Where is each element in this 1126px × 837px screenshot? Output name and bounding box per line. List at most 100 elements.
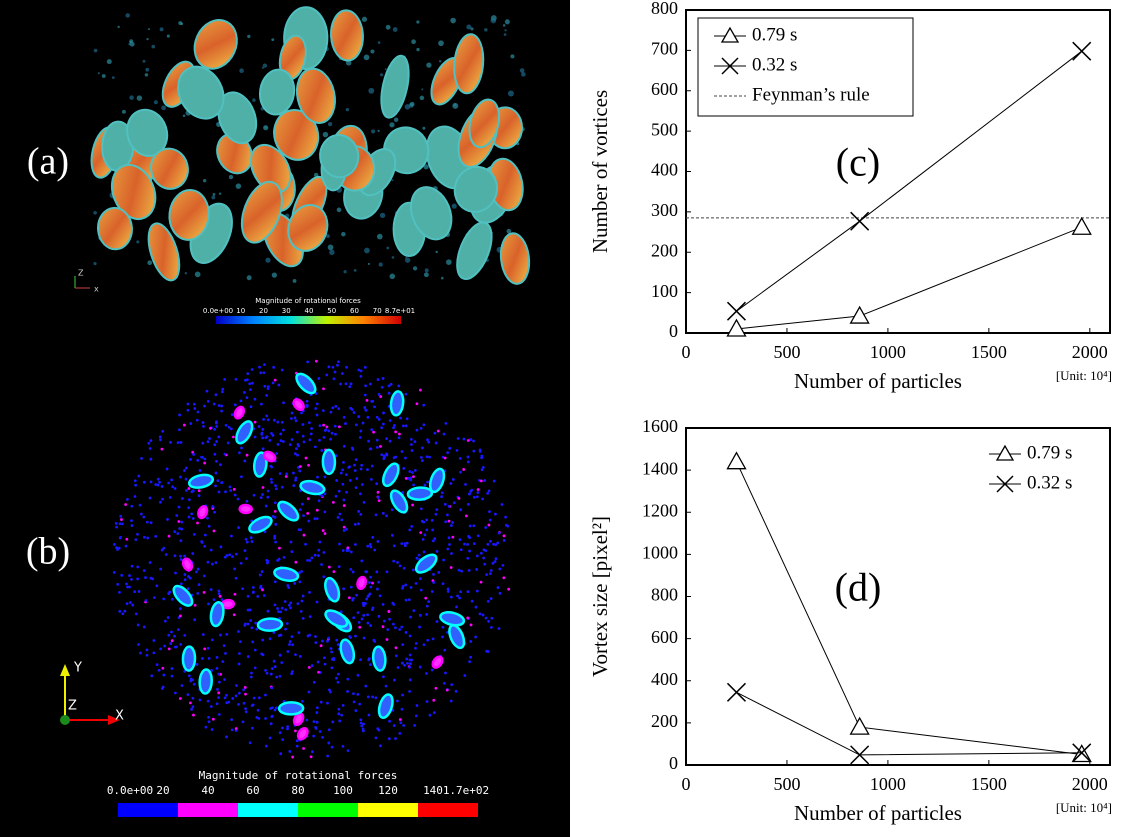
- particle: [450, 552, 453, 555]
- particle: [426, 700, 429, 703]
- colorbar-segment: [418, 803, 478, 817]
- particle: [218, 592, 221, 595]
- particle: [134, 484, 137, 487]
- particle: [401, 662, 404, 665]
- colorbar-tick-label: 100: [333, 784, 353, 797]
- particle: [473, 542, 476, 545]
- particle: [483, 563, 486, 566]
- particle: [274, 709, 277, 712]
- panel-label: (a): [27, 141, 69, 183]
- colorbar-tick-label: 120: [378, 784, 398, 797]
- particle: [321, 736, 324, 739]
- particle: [199, 698, 202, 701]
- particle: [218, 404, 221, 407]
- particle: [337, 681, 340, 684]
- particle: [487, 524, 490, 527]
- particle: [250, 536, 253, 539]
- particle: [409, 662, 412, 665]
- particle: [199, 469, 202, 472]
- particle: [246, 372, 249, 375]
- particle: [413, 266, 417, 270]
- particle: [251, 640, 254, 643]
- particle: [169, 496, 172, 499]
- particle: [137, 95, 142, 100]
- particle: [191, 552, 194, 555]
- particle: [320, 449, 323, 452]
- particle: [363, 501, 366, 504]
- particle: [377, 378, 380, 381]
- particle: [498, 532, 501, 535]
- particle: [459, 471, 462, 474]
- particle: [398, 436, 401, 439]
- particle: [329, 438, 332, 441]
- particle: [352, 616, 355, 619]
- particle: [203, 574, 206, 577]
- particle: [250, 672, 253, 675]
- particle: [314, 407, 317, 410]
- particle: [155, 584, 158, 587]
- particle: [289, 640, 292, 643]
- particle: [355, 486, 358, 489]
- particle: [467, 461, 470, 464]
- particle: [422, 538, 425, 541]
- particle: [261, 493, 264, 496]
- particle: [368, 263, 370, 265]
- y-tick-label: 500: [651, 119, 678, 139]
- particle: [344, 422, 347, 425]
- particle: [340, 714, 343, 717]
- particle: [149, 497, 152, 500]
- particle: [215, 425, 218, 428]
- particle: [193, 403, 196, 406]
- particle: [377, 540, 380, 543]
- particle: [420, 427, 423, 430]
- particle: [467, 439, 470, 442]
- particle: [418, 626, 421, 629]
- particle: [166, 518, 169, 521]
- particle: [231, 413, 234, 416]
- particle: [187, 409, 190, 412]
- particle: [444, 503, 447, 506]
- particle: [343, 416, 346, 419]
- particle: [298, 631, 301, 634]
- particle: [213, 193, 216, 196]
- particle: [138, 590, 141, 593]
- particle: [321, 640, 324, 643]
- particle: [234, 593, 237, 596]
- particle: [498, 568, 501, 571]
- particle: [202, 633, 205, 636]
- particle: [294, 653, 297, 656]
- particle: [170, 631, 173, 634]
- particle: [288, 643, 291, 646]
- particle: [399, 721, 402, 724]
- particle: [353, 411, 356, 414]
- particle: [354, 635, 357, 638]
- particle: [476, 495, 479, 498]
- particle: [402, 467, 405, 470]
- particle: [468, 660, 471, 663]
- particle: [247, 623, 250, 626]
- particle: [289, 601, 292, 604]
- particle: [265, 394, 268, 397]
- particle: [324, 532, 327, 535]
- particle: [460, 548, 463, 551]
- particle: [341, 232, 346, 237]
- particle: [219, 193, 221, 195]
- particle: [251, 368, 254, 371]
- particle: [274, 541, 277, 544]
- particle: [487, 620, 490, 623]
- y-tick-label: 200: [651, 240, 678, 260]
- particle: [315, 711, 318, 714]
- particle: [145, 68, 149, 72]
- particle: [451, 536, 454, 539]
- particle: [271, 667, 274, 670]
- particle: [349, 568, 352, 571]
- particle: [437, 430, 440, 433]
- particle: [212, 718, 215, 721]
- particle: [392, 179, 394, 181]
- particle: [159, 438, 162, 441]
- particle: [179, 539, 182, 542]
- particle: [143, 60, 146, 63]
- particle: [244, 707, 247, 710]
- particle: [185, 489, 188, 492]
- particle: [342, 461, 345, 464]
